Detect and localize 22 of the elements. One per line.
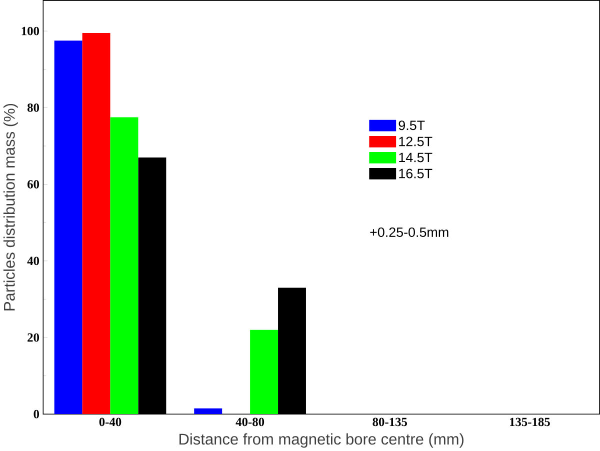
legend-label: 14.5T: [399, 152, 432, 162]
legend-label: 9.5T: [398, 120, 425, 130]
bar: [54, 40, 82, 414]
bar: [250, 330, 278, 414]
bar: [110, 117, 138, 414]
bar: [82, 32, 110, 414]
legend-label: 12.5T: [399, 136, 432, 146]
y-tick-label: 20: [28, 333, 40, 342]
y-axis-title: Particles distribution mass (%): [3, 104, 18, 310]
y-tick-label: 80: [27, 103, 40, 112]
y-tick-label: 40: [27, 256, 40, 265]
x-axis-title: Distance from magnetic bore centre (mm): [180, 433, 464, 448]
y-tick-label: 0: [34, 410, 40, 418]
y-tick-label: 100: [22, 26, 40, 36]
x-tick-label: 0-40: [99, 418, 122, 426]
x-tick-label: 40-80: [236, 418, 264, 426]
x-tick-label: 135-185: [510, 418, 550, 426]
legend-label: 16.5T: [399, 168, 432, 178]
x-tick-label: 80-135: [372, 418, 407, 426]
annotation: +0.25-0.5mm: [370, 227, 448, 237]
y-tick-label: 60: [28, 180, 40, 188]
bar: [194, 408, 222, 414]
